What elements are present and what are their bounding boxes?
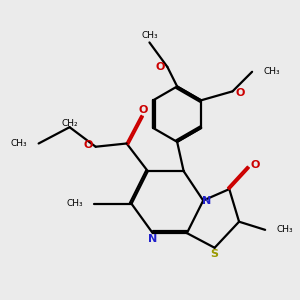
Text: N: N [148, 234, 157, 244]
Text: CH₃: CH₃ [66, 199, 82, 208]
Text: O: O [155, 62, 165, 72]
Text: O: O [84, 140, 93, 150]
Text: O: O [138, 105, 148, 115]
Text: CH₃: CH₃ [277, 225, 293, 234]
Text: CH₃: CH₃ [263, 67, 280, 76]
Text: S: S [211, 249, 219, 259]
Text: CH₃: CH₃ [141, 32, 158, 40]
Text: O: O [235, 88, 244, 98]
Text: CH₂: CH₂ [61, 119, 78, 128]
Text: O: O [250, 160, 260, 170]
Text: N: N [202, 196, 212, 206]
Text: CH₃: CH₃ [11, 139, 27, 148]
